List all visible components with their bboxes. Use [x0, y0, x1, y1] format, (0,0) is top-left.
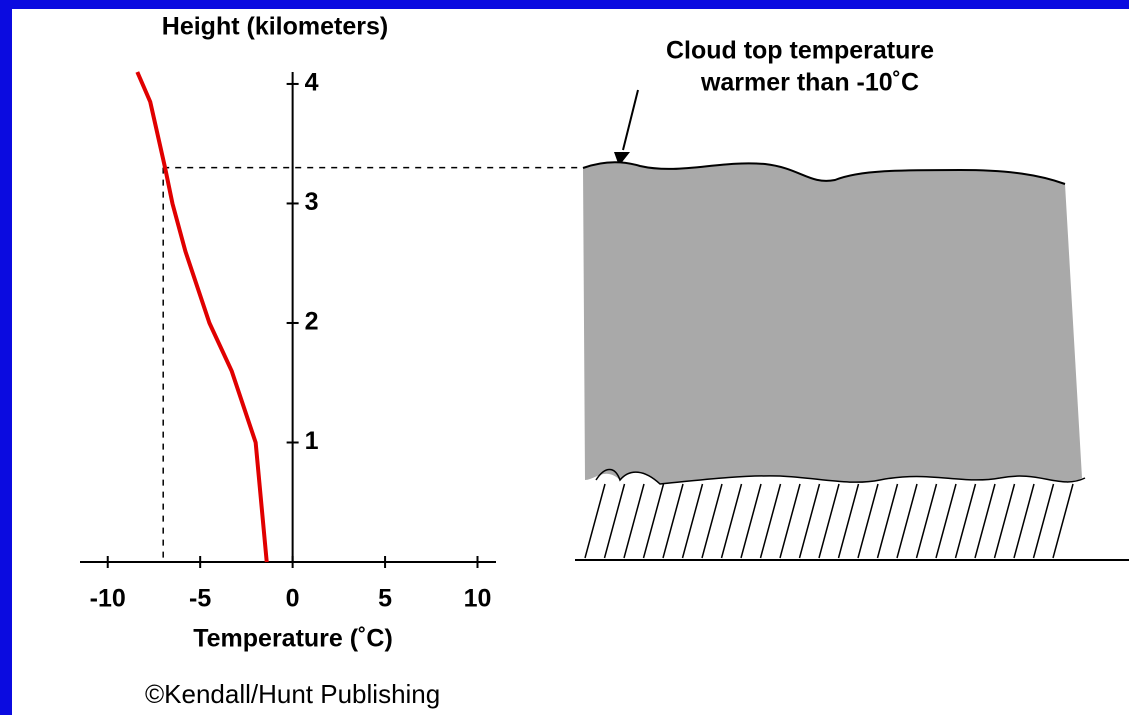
- annotation: warmer than -10˚C: [700, 69, 919, 97]
- annotation: Cloud top temperature: [666, 37, 934, 65]
- x-tick-label: -10: [90, 585, 126, 613]
- page: Height (kilometers) Temperature (˚C) ©Ke…: [0, 0, 1129, 715]
- y-tick-label: 3: [305, 188, 319, 216]
- y-tick-label: 1: [305, 427, 319, 455]
- x-tick-label: -5: [189, 585, 211, 613]
- cloud: [583, 162, 1082, 484]
- y-tick-label: 2: [305, 308, 319, 336]
- x-tick-label: 0: [286, 585, 300, 613]
- credit: ©Kendall/Hunt Publishing: [145, 679, 440, 709]
- y-axis-label: Height (kilometers): [162, 13, 388, 41]
- x-tick-label: 5: [378, 585, 392, 613]
- x-tick-label: 10: [464, 585, 492, 613]
- y-tick-label: 4: [305, 69, 319, 97]
- x-axis-label: Temperature (˚C): [193, 625, 393, 653]
